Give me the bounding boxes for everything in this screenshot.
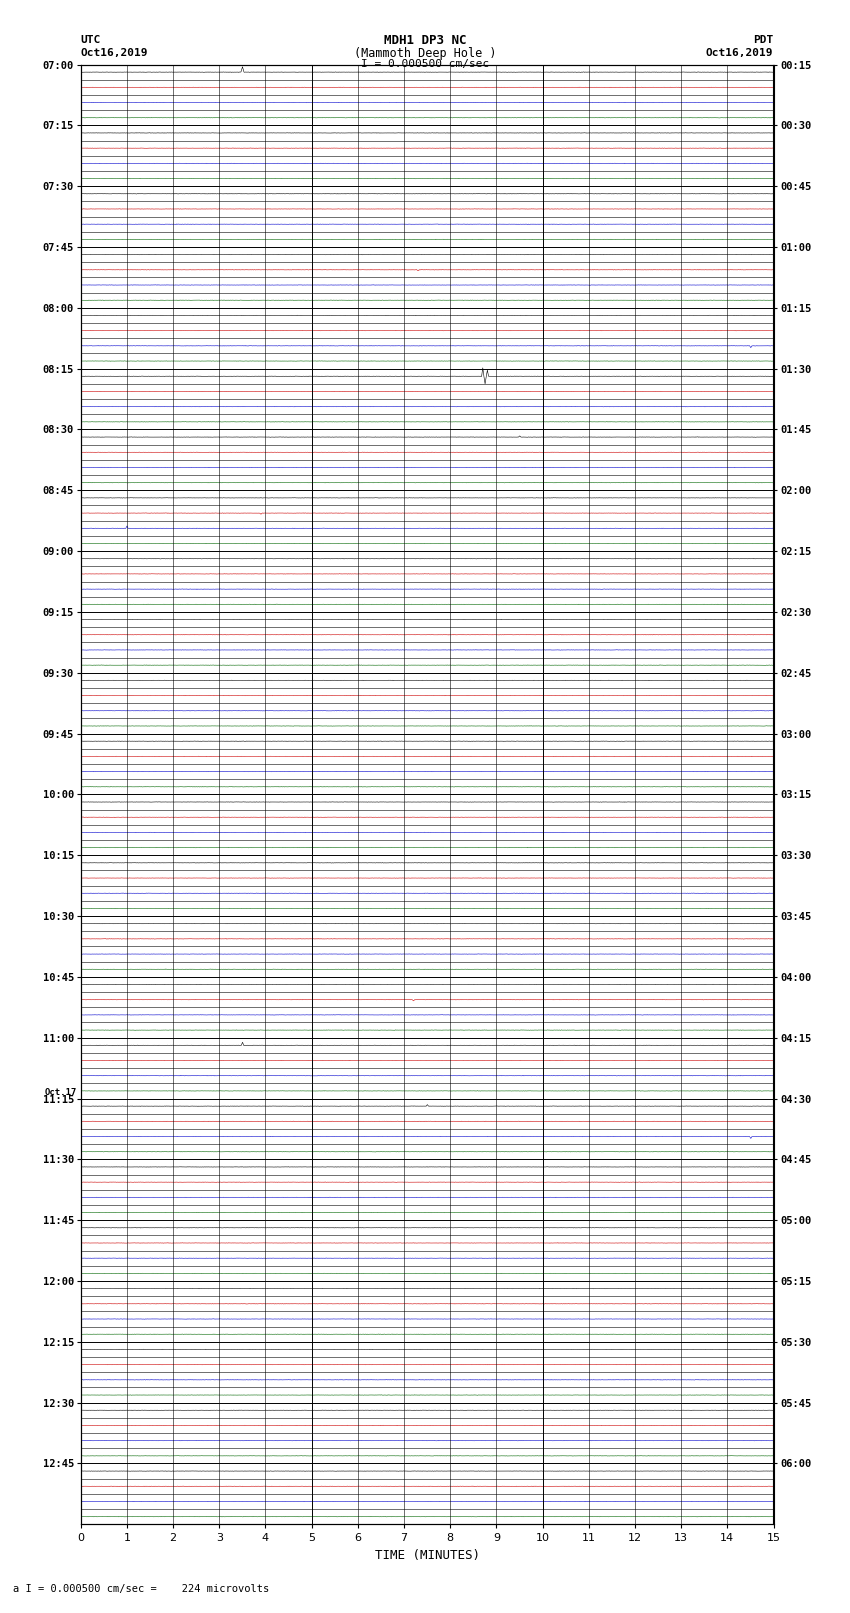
Text: Oct.17: Oct.17 [44,1087,76,1097]
Text: (Mammoth Deep Hole ): (Mammoth Deep Hole ) [354,47,496,60]
Text: PDT: PDT [753,35,774,45]
Text: I = 0.000500 cm/sec: I = 0.000500 cm/sec [361,60,489,69]
Text: UTC: UTC [81,35,101,45]
Text: Oct16,2019: Oct16,2019 [81,48,148,58]
X-axis label: TIME (MINUTES): TIME (MINUTES) [375,1548,479,1561]
Text: MDH1 DP3 NC: MDH1 DP3 NC [383,34,467,47]
Text: Oct16,2019: Oct16,2019 [706,48,774,58]
Text: a I = 0.000500 cm/sec =    224 microvolts: a I = 0.000500 cm/sec = 224 microvolts [13,1584,269,1594]
